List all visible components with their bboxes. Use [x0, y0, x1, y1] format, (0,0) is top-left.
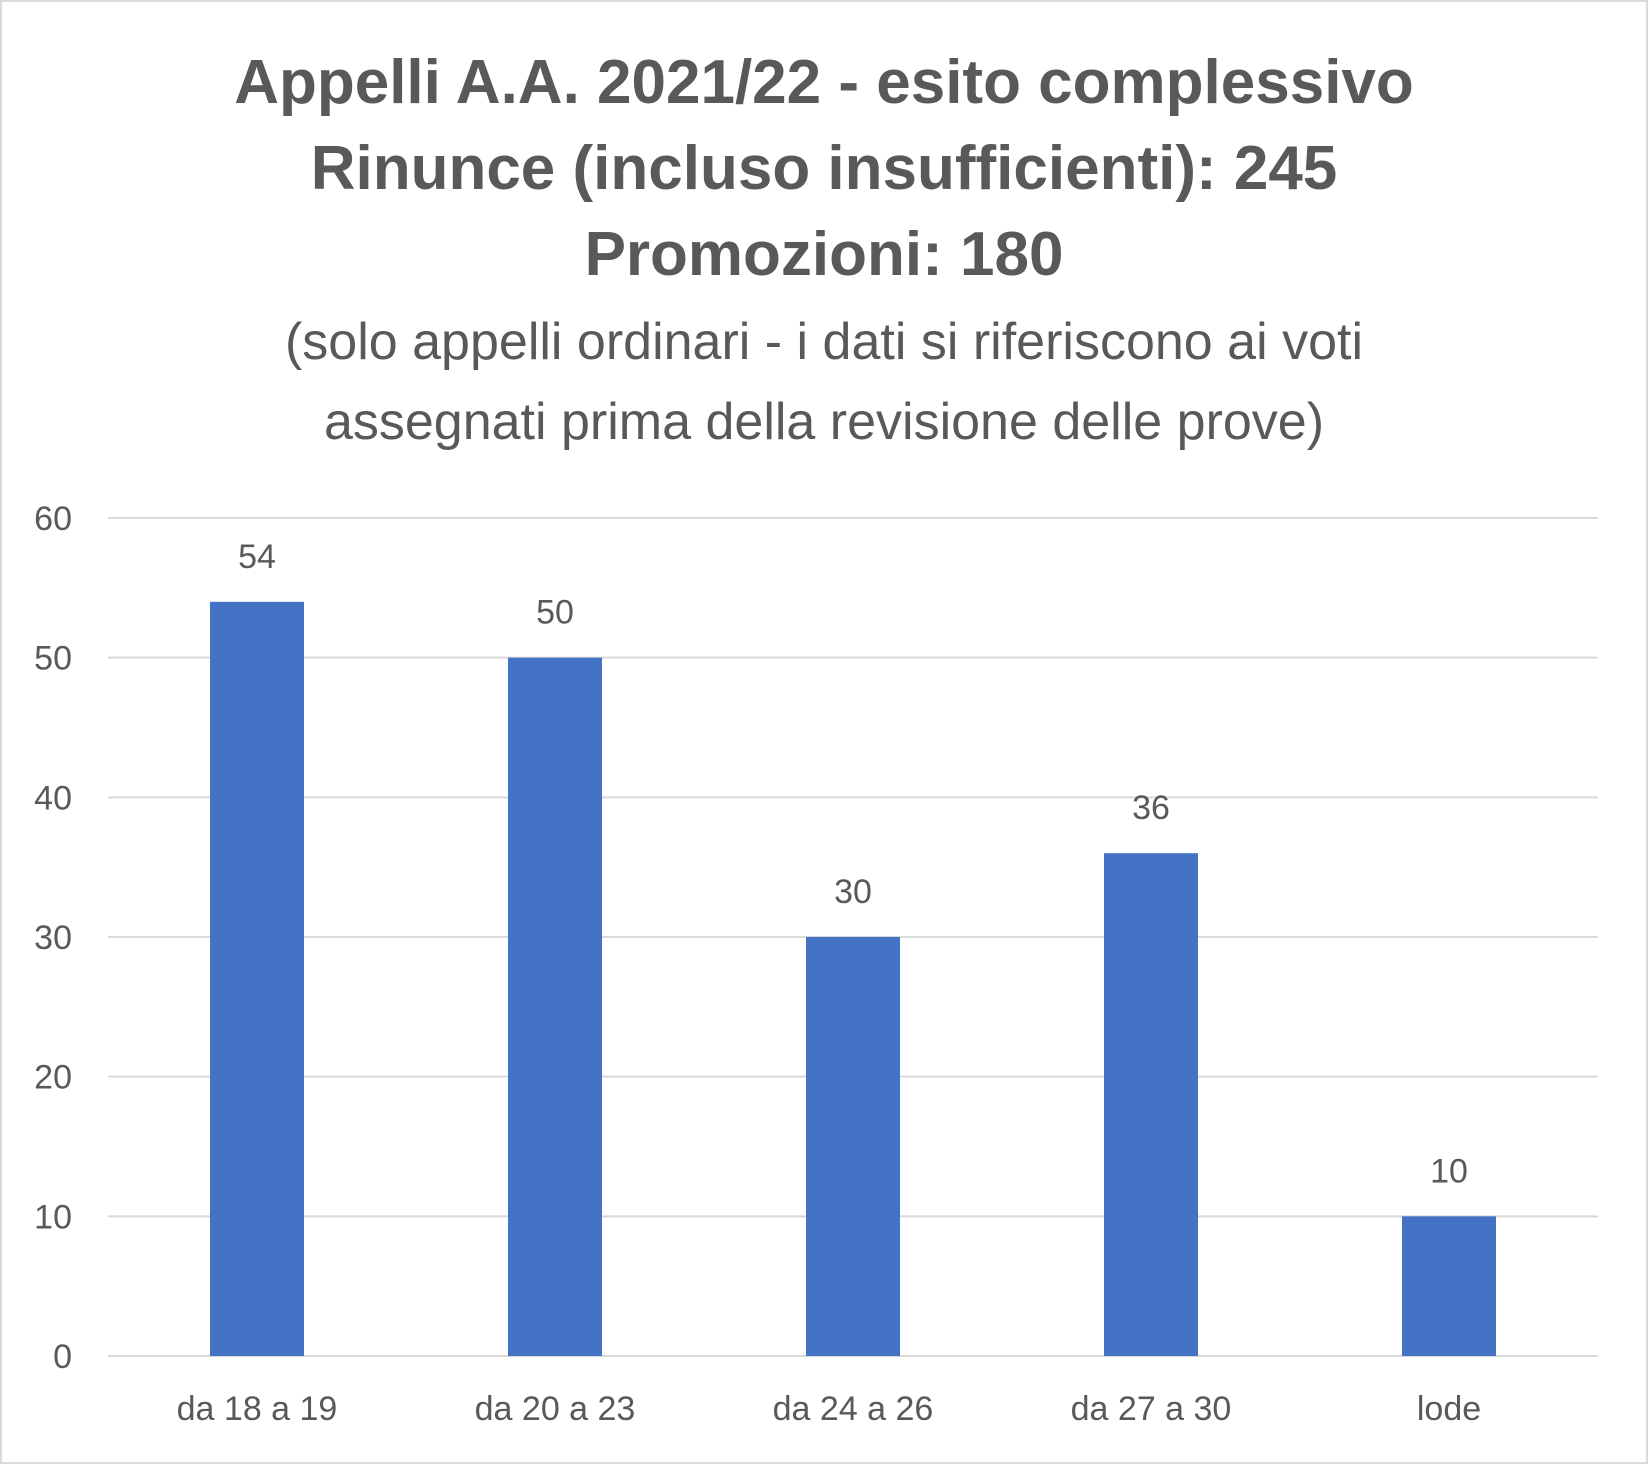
bar-5	[1402, 1216, 1496, 1356]
chart-subtitle-line-1: (solo appelli ordinari - i dati si rifer…	[284, 313, 1363, 371]
bar-4	[1104, 853, 1198, 1356]
data-label: 30	[834, 873, 872, 911]
x-tick-label: da 18 a 19	[177, 1390, 338, 1428]
y-tick-label: 10	[34, 1198, 72, 1236]
x-tick-label: da 27 a 30	[1071, 1390, 1232, 1428]
x-tick-label: lode	[1417, 1390, 1481, 1428]
data-label: 54	[238, 538, 276, 576]
data-label: 10	[1430, 1152, 1468, 1190]
data-label: 50	[536, 594, 574, 632]
y-tick-label: 50	[34, 640, 72, 678]
data-labels: 54 50 30 36 10	[238, 538, 1468, 1191]
chart-title-line-2: Rinunce (incluso insufficienti): 245	[310, 134, 1338, 203]
y-tick-label: 20	[34, 1059, 72, 1097]
y-tick-label: 0	[53, 1338, 72, 1376]
x-tick-label: da 24 a 26	[773, 1390, 934, 1428]
y-tick-label: 30	[34, 919, 72, 957]
bar-1	[210, 601, 304, 1356]
chart-title-line-3: Promozioni: 180	[584, 220, 1064, 289]
chart-title-block: Appelli A.A. 2021/22 - esito complessivo…	[0, 40, 1648, 462]
bar-3	[806, 937, 900, 1356]
y-tick-label: 40	[34, 779, 72, 817]
chart-title-line-1: Appelli A.A. 2021/22 - esito complessivo	[234, 48, 1414, 117]
bars	[210, 601, 1496, 1356]
y-axis-ticks: 0 10 20 30 40 50 60	[34, 500, 72, 1376]
bar-2	[508, 657, 602, 1356]
chart-subtitle-line-2: assegnati prima della revisione delle pr…	[323, 393, 1325, 451]
y-tick-label: 60	[34, 500, 72, 538]
x-axis-ticks: da 18 a 19 da 20 a 23 da 24 a 26 da 27 a 30…	[177, 1390, 1481, 1428]
data-label: 36	[1132, 789, 1170, 827]
x-tick-label: da 20 a 23	[475, 1390, 636, 1428]
